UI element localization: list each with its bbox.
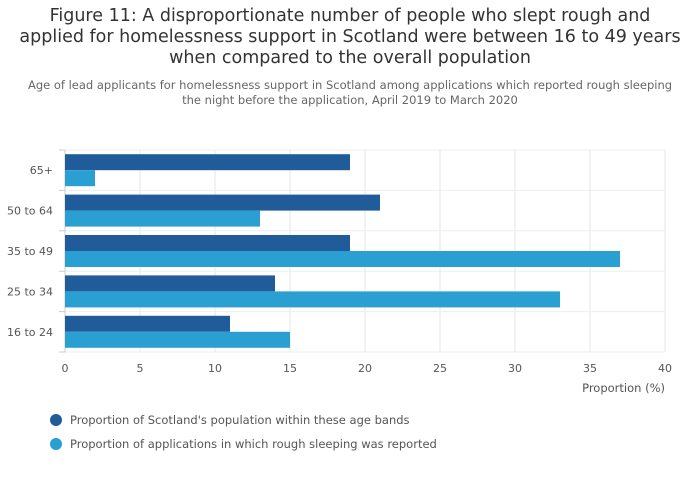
chart-subtitle: Age of lead applicants for homelessness … bbox=[20, 78, 680, 108]
x-tick-label: 35 bbox=[583, 362, 597, 375]
category-label: 35 to 49 bbox=[7, 245, 53, 258]
category-label: 65+ bbox=[30, 164, 53, 177]
bar-applications[interactable] bbox=[65, 210, 260, 227]
legend-swatch-population bbox=[50, 414, 62, 426]
bar-applications[interactable] bbox=[65, 291, 560, 308]
bar-population[interactable] bbox=[65, 194, 380, 211]
legend-swatch-applications bbox=[50, 438, 62, 450]
chart-title: Figure 11: A disproportionate number of … bbox=[0, 6, 700, 69]
category-label: 16 to 24 bbox=[7, 326, 53, 339]
bar-applications[interactable] bbox=[65, 170, 95, 187]
chart-bars bbox=[65, 154, 620, 348]
bar-population[interactable] bbox=[65, 154, 350, 171]
category-label: 50 to 64 bbox=[7, 205, 53, 218]
bar-applications[interactable] bbox=[65, 331, 290, 348]
chart-title-line-2: applied for homelessness support in Scot… bbox=[19, 27, 681, 47]
category-label: 25 to 34 bbox=[7, 285, 53, 298]
legend-item-applications[interactable]: Proportion of applications in which roug… bbox=[50, 432, 437, 456]
x-tick-label: 5 bbox=[137, 362, 144, 375]
x-axis-label: Proportion (%) bbox=[582, 381, 665, 395]
legend-item-population[interactable]: Proportion of Scotland's population with… bbox=[50, 408, 437, 432]
x-tick-label: 15 bbox=[283, 362, 297, 375]
legend-label-applications: Proportion of applications in which roug… bbox=[70, 437, 437, 451]
bar-applications[interactable] bbox=[65, 251, 620, 267]
x-tick-label: 30 bbox=[508, 362, 522, 375]
category-labels: 65+ 50 to 64 35 to 49 25 to 34 16 to 24 bbox=[7, 164, 53, 339]
chart-title-line-3: when compared to the overall population bbox=[169, 48, 531, 68]
x-tick-label: 25 bbox=[433, 362, 447, 375]
bar-population[interactable] bbox=[65, 315, 230, 332]
chart-subtitle-line-2: the night before the application, April … bbox=[182, 93, 518, 107]
x-tick-label: 0 bbox=[62, 362, 69, 375]
x-tick-label: 20 bbox=[358, 362, 372, 375]
x-tick-labels: 0 5 10 15 20 25 30 35 40 bbox=[62, 362, 673, 375]
legend-label-population: Proportion of Scotland's population with… bbox=[70, 413, 410, 427]
chart-legend: Proportion of Scotland's population with… bbox=[50, 408, 437, 456]
x-tick-label: 10 bbox=[208, 362, 222, 375]
bar-population[interactable] bbox=[65, 235, 350, 251]
bar-population[interactable] bbox=[65, 275, 275, 292]
chart-title-line-1: Figure 11: A disproportionate number of … bbox=[49, 6, 651, 26]
chart-subtitle-line-1: Age of lead applicants for homelessness … bbox=[27, 78, 673, 92]
x-tick-label: 40 bbox=[658, 362, 672, 375]
